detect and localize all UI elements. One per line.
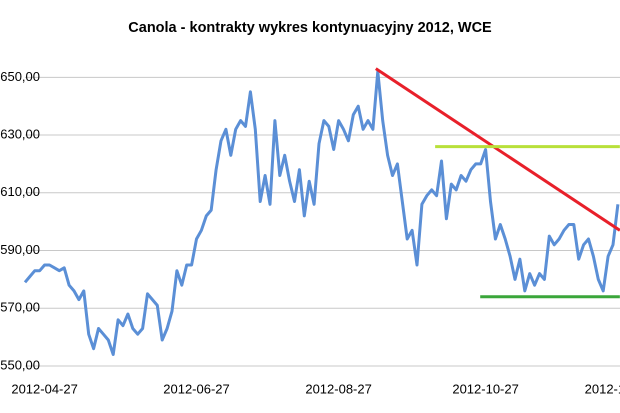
y-tick-label: 610,00 xyxy=(0,184,40,199)
trend-line xyxy=(375,67,620,232)
data-line xyxy=(23,70,620,356)
y-tick-label: 570,00 xyxy=(0,300,40,315)
y-tick-label: 630,00 xyxy=(0,126,40,141)
x-tick-label: 2012-08-27 xyxy=(305,381,372,396)
chart-title: Canola - kontrakty wykres kontynuacyjny … xyxy=(128,20,492,36)
y-tick-label: 650,00 xyxy=(0,69,40,84)
x-tick-label: 2012-04-27 xyxy=(11,381,78,396)
x-tick-label: 2012-12-27 xyxy=(585,381,620,396)
y-tick-label: 550,00 xyxy=(0,357,40,372)
y-tick-label: 590,00 xyxy=(0,242,40,257)
x-tick-label: 2012-10-27 xyxy=(452,381,519,396)
x-tick-label: 2012-06-27 xyxy=(163,381,230,396)
